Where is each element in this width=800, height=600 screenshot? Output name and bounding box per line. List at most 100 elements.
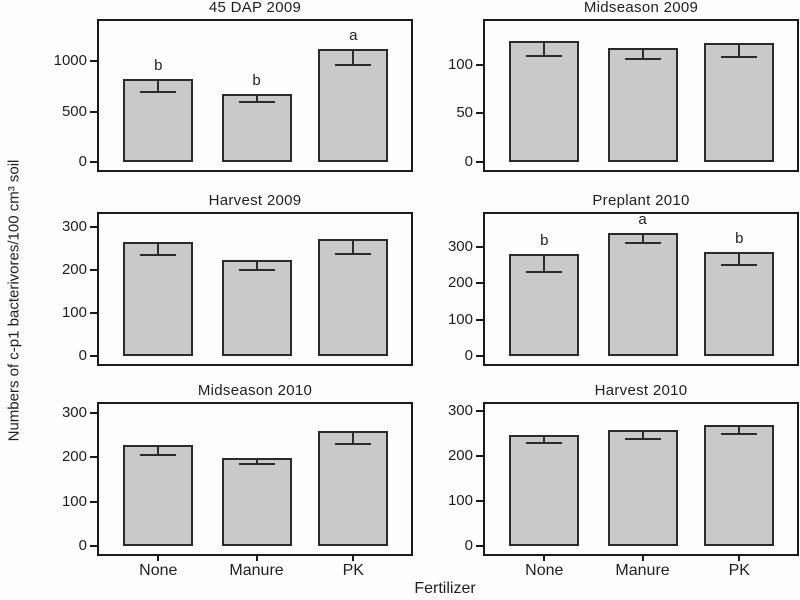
y-tick [476,454,483,457]
x-tick [255,556,258,561]
error-bar-cap [526,54,563,57]
y-tick-label: 200 [447,446,473,464]
y-tick-label: 0 [78,537,87,554]
x-tick [352,556,355,561]
bar-none [509,434,580,546]
bar-none [509,253,580,356]
error-bar-line [641,48,644,60]
y-tick [476,63,483,66]
y-tick [90,311,97,314]
significance-letter: b [252,71,261,89]
panel-45-dap-2009: 0 500 1000 b b a [54,19,413,172]
significance-letter: b [735,229,744,247]
bar-none [123,242,194,356]
y-tick [476,112,483,115]
y-tick-label: 0 [78,153,87,170]
y-tick [90,161,97,163]
y-tick-label: 300 [61,217,87,235]
error-bar-cap [721,264,758,267]
bar-none [509,41,580,162]
y-tick-label: 0 [78,347,87,364]
y-tick [476,245,483,248]
bar-manure [607,430,678,546]
error-bar-cap [335,64,372,67]
x-tick [738,556,741,561]
bar-manure [221,458,292,546]
y-tick-label: 100 [61,492,87,510]
error-bar-line [641,233,644,244]
error-bar-line [738,43,741,58]
y-tick [90,456,97,459]
y-tick [90,500,97,503]
error-bar-cap [526,442,563,445]
error-bar-line [738,424,741,436]
panel-title: Midseason 2010 [197,382,313,399]
error-bar-line [255,93,258,104]
error-bar-line [352,238,355,256]
panel-harvest-2009: 0 100 200 300 [62,212,413,366]
y-tick [476,161,483,163]
y-tick [90,411,97,414]
significance-letter: a [638,211,647,229]
error-bar-cap [721,55,758,58]
error-bar-cap [526,270,563,273]
y-tick-label: 100 [447,491,473,509]
y-tick [90,355,97,357]
panel-midseason-2010: 0 100 200 300 None Manure PK [62,402,413,579]
x-category-label: Manure [229,562,284,579]
error-bar-cap [140,453,177,456]
error-bar-cap [335,443,372,446]
y-tick-label: 1000 [53,52,87,70]
panel-title: 45 DAP 2009 [208,0,302,16]
y-tick-label: 50 [456,104,473,122]
panel-midseason-2009: 0 50 100 [448,19,799,172]
significance-letter: b [540,231,549,249]
error-bar-cap [624,438,661,441]
x-category-label: PK [342,562,364,579]
x-category-label: PK [728,562,750,579]
x-category-label: Manure [615,562,670,579]
error-bar-cap [238,268,275,271]
error-bar-cap [335,253,372,256]
y-axis-label: Numbers of c-p1 bacterivores/100 cm³ soi… [0,0,28,600]
y-tick-label: 300 [447,237,473,255]
error-bar-cap [140,254,177,257]
x-tick [157,556,160,561]
y-tick-label: 200 [447,274,473,292]
y-tick-label: 500 [61,102,87,120]
y-axis-label-text: Numbers of c-p1 bacterivores/100 cm³ soi… [5,159,23,441]
error-bar-line [543,253,546,273]
y-tick [476,355,483,357]
error-bar-line [738,251,741,267]
panel-preplant-2010: 0 100 200 300 b a b [448,211,799,366]
error-bar-line [157,79,160,93]
error-bar-line [641,430,644,441]
bar-pk [318,430,389,546]
y-tick-label: 200 [61,260,87,278]
error-bar-line [352,49,355,67]
y-tick-label: 200 [61,448,87,466]
error-bar-cap [238,101,275,104]
error-bar-line [157,445,160,456]
panel-harvest-2010: 0 100 200 300 None Manure PK [448,402,799,579]
error-bar-cap [238,462,275,465]
y-tick [90,268,97,271]
x-tick [543,556,546,561]
significance-letter: a [349,27,358,45]
y-tick-label: 100 [447,310,473,328]
bar-manure [607,48,678,162]
error-bar-line [255,458,258,465]
y-tick [90,545,97,547]
y-tick [90,60,97,63]
panel-title: Harvest 2010 [594,382,688,399]
error-bar-line [543,434,546,445]
error-bar-cap [624,241,661,244]
error-bar-cap [624,57,661,60]
error-bar-line [157,242,160,257]
x-tick [641,556,644,561]
y-tick-label: 100 [447,55,473,73]
y-tick [476,499,483,502]
error-bar-line [255,260,258,271]
x-category-label: None [139,562,178,579]
